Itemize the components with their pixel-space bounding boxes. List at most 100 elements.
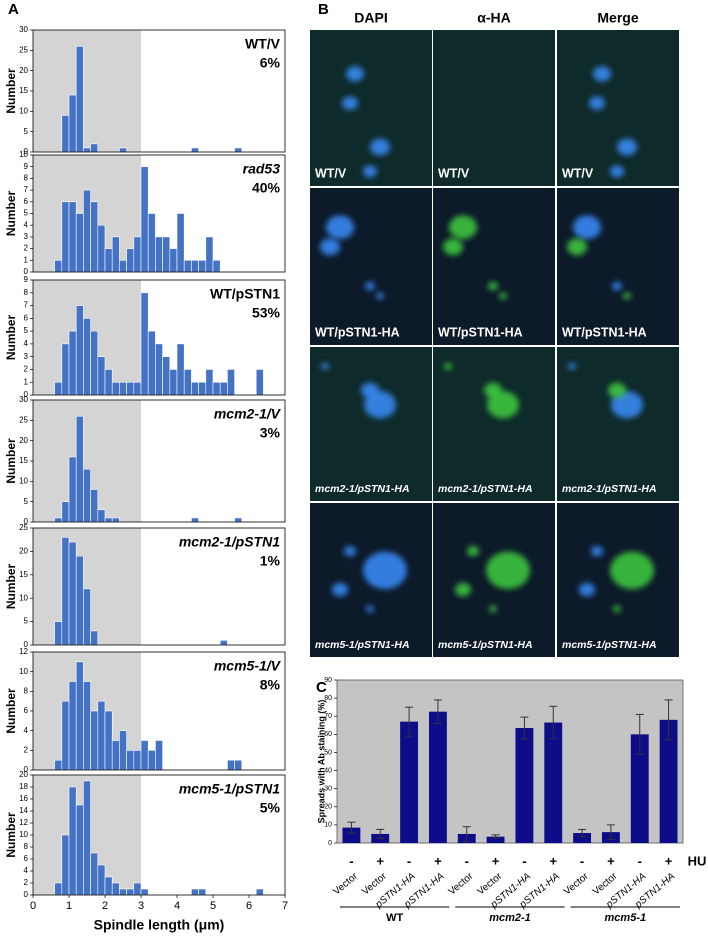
- histogram-bar: [191, 147, 199, 153]
- bar: [659, 719, 678, 843]
- y-tick-label: 4: [24, 339, 29, 348]
- histogram-bar: [147, 750, 156, 771]
- signal-blob: [346, 66, 364, 82]
- micrograph: [310, 188, 432, 345]
- micrograph: [310, 30, 432, 186]
- signal-blob: [363, 551, 407, 590]
- y-tick-label: 10: [324, 822, 332, 829]
- y-tick-label: 15: [19, 86, 28, 95]
- y-tick-label: 80: [324, 695, 332, 702]
- histogram-bar: [119, 730, 127, 771]
- histogram-bar: [191, 888, 199, 896]
- histogram-bar: [169, 369, 178, 396]
- y-tick-label: 20: [19, 547, 28, 556]
- signal-blob: [467, 546, 479, 557]
- strain-label: WT/pSTN1: [210, 286, 280, 302]
- micrograph: [433, 30, 555, 186]
- histogram-bar: [169, 248, 178, 273]
- histogram-bar: [133, 750, 142, 771]
- y-tick-label: 6: [24, 854, 29, 863]
- hu-label: -: [580, 853, 584, 868]
- signal-blob: [364, 391, 396, 419]
- hu-label: +: [607, 853, 615, 868]
- histogram-bar: [140, 166, 149, 273]
- histogram-bar: [191, 381, 199, 396]
- signal-blob: [611, 391, 643, 419]
- bar: [342, 827, 361, 843]
- histogram-bar: [140, 888, 149, 896]
- histogram-bar: [61, 343, 70, 396]
- signal-blob: [484, 382, 502, 398]
- histogram-bar: [54, 882, 63, 896]
- cell-label: WT/V: [315, 166, 347, 180]
- histogram-bar: [75, 661, 84, 771]
- y-tick-label: 6: [24, 313, 29, 322]
- group-label: mcm2-1: [489, 912, 531, 924]
- signal-blob: [617, 138, 637, 156]
- x-tick-label: 0: [30, 900, 36, 912]
- y-tick-label: 70: [324, 713, 332, 720]
- histogram-bar: [191, 517, 199, 523]
- histogram-bar: [61, 115, 70, 153]
- strain-label: rad53: [243, 161, 281, 177]
- histogram-bar: [68, 94, 77, 153]
- histogram-bar: [126, 750, 135, 771]
- histogram-bar: [183, 259, 192, 273]
- y-tick-label: 8: [24, 288, 29, 297]
- plot-frame: [32, 279, 286, 396]
- histogram-bar: [219, 381, 228, 396]
- micrograph: [310, 347, 432, 501]
- signal-blob: [370, 138, 390, 156]
- y-tick-label: 30: [19, 395, 28, 404]
- column-header: α-HA: [477, 10, 511, 26]
- y-tick-label: 8: [24, 686, 29, 695]
- signal-blob: [489, 605, 497, 613]
- signal-blob: [613, 605, 621, 613]
- y-tick-label: 10: [19, 150, 28, 159]
- hu-axis-label: HU: [688, 853, 707, 868]
- signal-blob: [573, 215, 601, 240]
- histogram-bar: [90, 201, 99, 273]
- group-label: WT: [386, 912, 403, 924]
- signal-blob: [486, 551, 530, 590]
- percent-label: 40%: [252, 180, 281, 196]
- error-bar: [347, 821, 356, 834]
- y-tick-label: 1: [24, 255, 29, 264]
- signal-blob: [612, 281, 622, 291]
- histogram-bar: [111, 882, 120, 896]
- signal-blob: [366, 605, 374, 613]
- histogram-bar: [75, 415, 84, 523]
- y-tick-label: 50: [324, 749, 332, 756]
- histogram-bar: [54, 517, 63, 523]
- y-axis-label: Number: [4, 68, 18, 114]
- histogram-bar: [234, 147, 243, 153]
- error-bar: [433, 699, 442, 724]
- percent-label: 6%: [260, 55, 281, 71]
- histogram-bar: [90, 710, 99, 771]
- signal-blob: [499, 292, 507, 300]
- cell-label: WT/V: [438, 166, 470, 180]
- y-tick-label: 0: [24, 147, 29, 156]
- panel-letter: A: [8, 1, 19, 18]
- histogram-bar: [176, 343, 185, 396]
- x-tick-label: Vector: [331, 870, 360, 897]
- x-tick-label: 2: [102, 900, 108, 912]
- histogram-bar: [75, 305, 84, 396]
- error-bar: [664, 699, 673, 741]
- histogram-bar: [104, 517, 113, 523]
- y-tick-label: 20: [19, 66, 28, 75]
- y-tick-label: 5: [24, 209, 29, 218]
- histogram-bar: [68, 786, 77, 896]
- bar: [630, 734, 649, 843]
- histogram-bar: [75, 45, 84, 153]
- y-tick-label: 60: [324, 731, 332, 738]
- y-tick-label: 3: [24, 352, 29, 361]
- y-tick-label: 4: [24, 220, 29, 229]
- signal-blob: [579, 582, 595, 597]
- signal-blob: [449, 215, 477, 240]
- shaded-range: [33, 30, 141, 152]
- error-bar: [405, 706, 414, 737]
- histogram-bar: [111, 381, 120, 396]
- histogram-bar: [133, 882, 142, 896]
- y-tick-label: 9: [24, 162, 29, 171]
